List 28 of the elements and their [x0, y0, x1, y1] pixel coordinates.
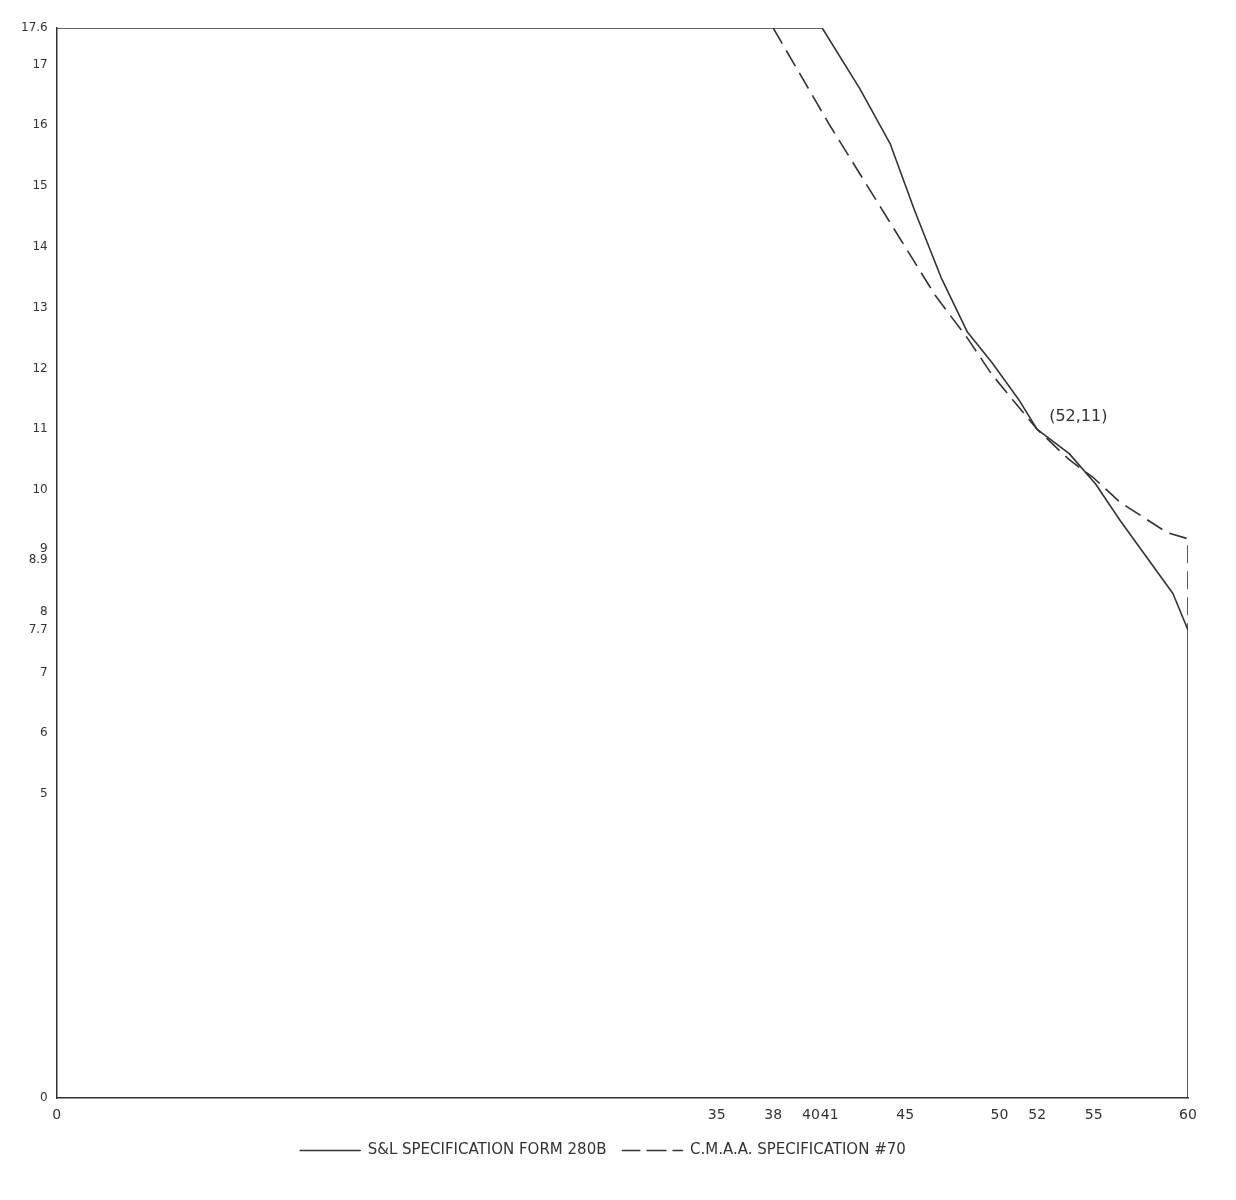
x-tick-label: 0: [52, 1106, 62, 1123]
y-tick-label: 13: [32, 299, 48, 314]
x-tick-label: 45: [896, 1106, 915, 1123]
y-tick-label: 11: [32, 421, 48, 436]
y-tick-label: 8: [40, 603, 48, 618]
x-tick-label: 38: [764, 1106, 783, 1123]
y-tick-label: 10: [32, 482, 48, 497]
y-tick-label: 6: [40, 725, 48, 740]
y-tick-label: 15: [32, 178, 48, 193]
legend-label: C.M.A.A. SPECIFICATION #70: [689, 1140, 906, 1159]
annotation: (52,11): [1049, 406, 1108, 426]
y-tick-label: 14: [32, 239, 48, 254]
y-tick-label: 7: [40, 664, 48, 679]
y-tick-label: 7.7: [28, 622, 48, 637]
x-tick-label: 50: [990, 1106, 1009, 1123]
y-tick-label: 17: [32, 56, 48, 71]
y-tick-label: 12: [32, 360, 48, 375]
y-tick-label: 16: [32, 117, 48, 132]
x-tick-label: 41: [820, 1106, 839, 1123]
y-tick-label: 17.6: [21, 20, 48, 35]
x-tick-label: 60: [1179, 1106, 1197, 1123]
x-tick-label: 40: [801, 1106, 820, 1123]
y-tick-label: 5: [40, 786, 48, 801]
legend-label: S&L SPECIFICATION FORM 280B: [367, 1140, 607, 1159]
y-tick-label: 0: [40, 1090, 48, 1105]
x-tick-label: 35: [707, 1106, 726, 1123]
x-tick-label: 52: [1028, 1106, 1047, 1123]
x-tick-label: 55: [1084, 1106, 1103, 1123]
